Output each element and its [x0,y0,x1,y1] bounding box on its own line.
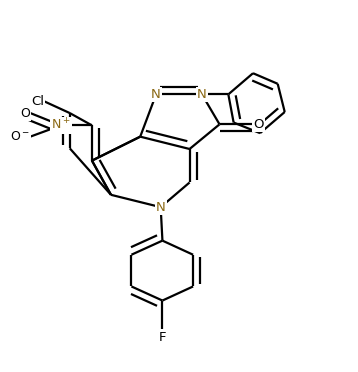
Text: N: N [197,88,207,101]
Text: N: N [151,88,161,101]
Text: N: N [156,201,165,214]
Text: N$^+$: N$^+$ [51,118,71,133]
Text: Cl: Cl [32,95,44,108]
Text: O$^-$: O$^-$ [10,130,30,143]
Text: O: O [253,118,263,131]
Text: F: F [159,330,166,343]
Text: O: O [20,106,30,119]
